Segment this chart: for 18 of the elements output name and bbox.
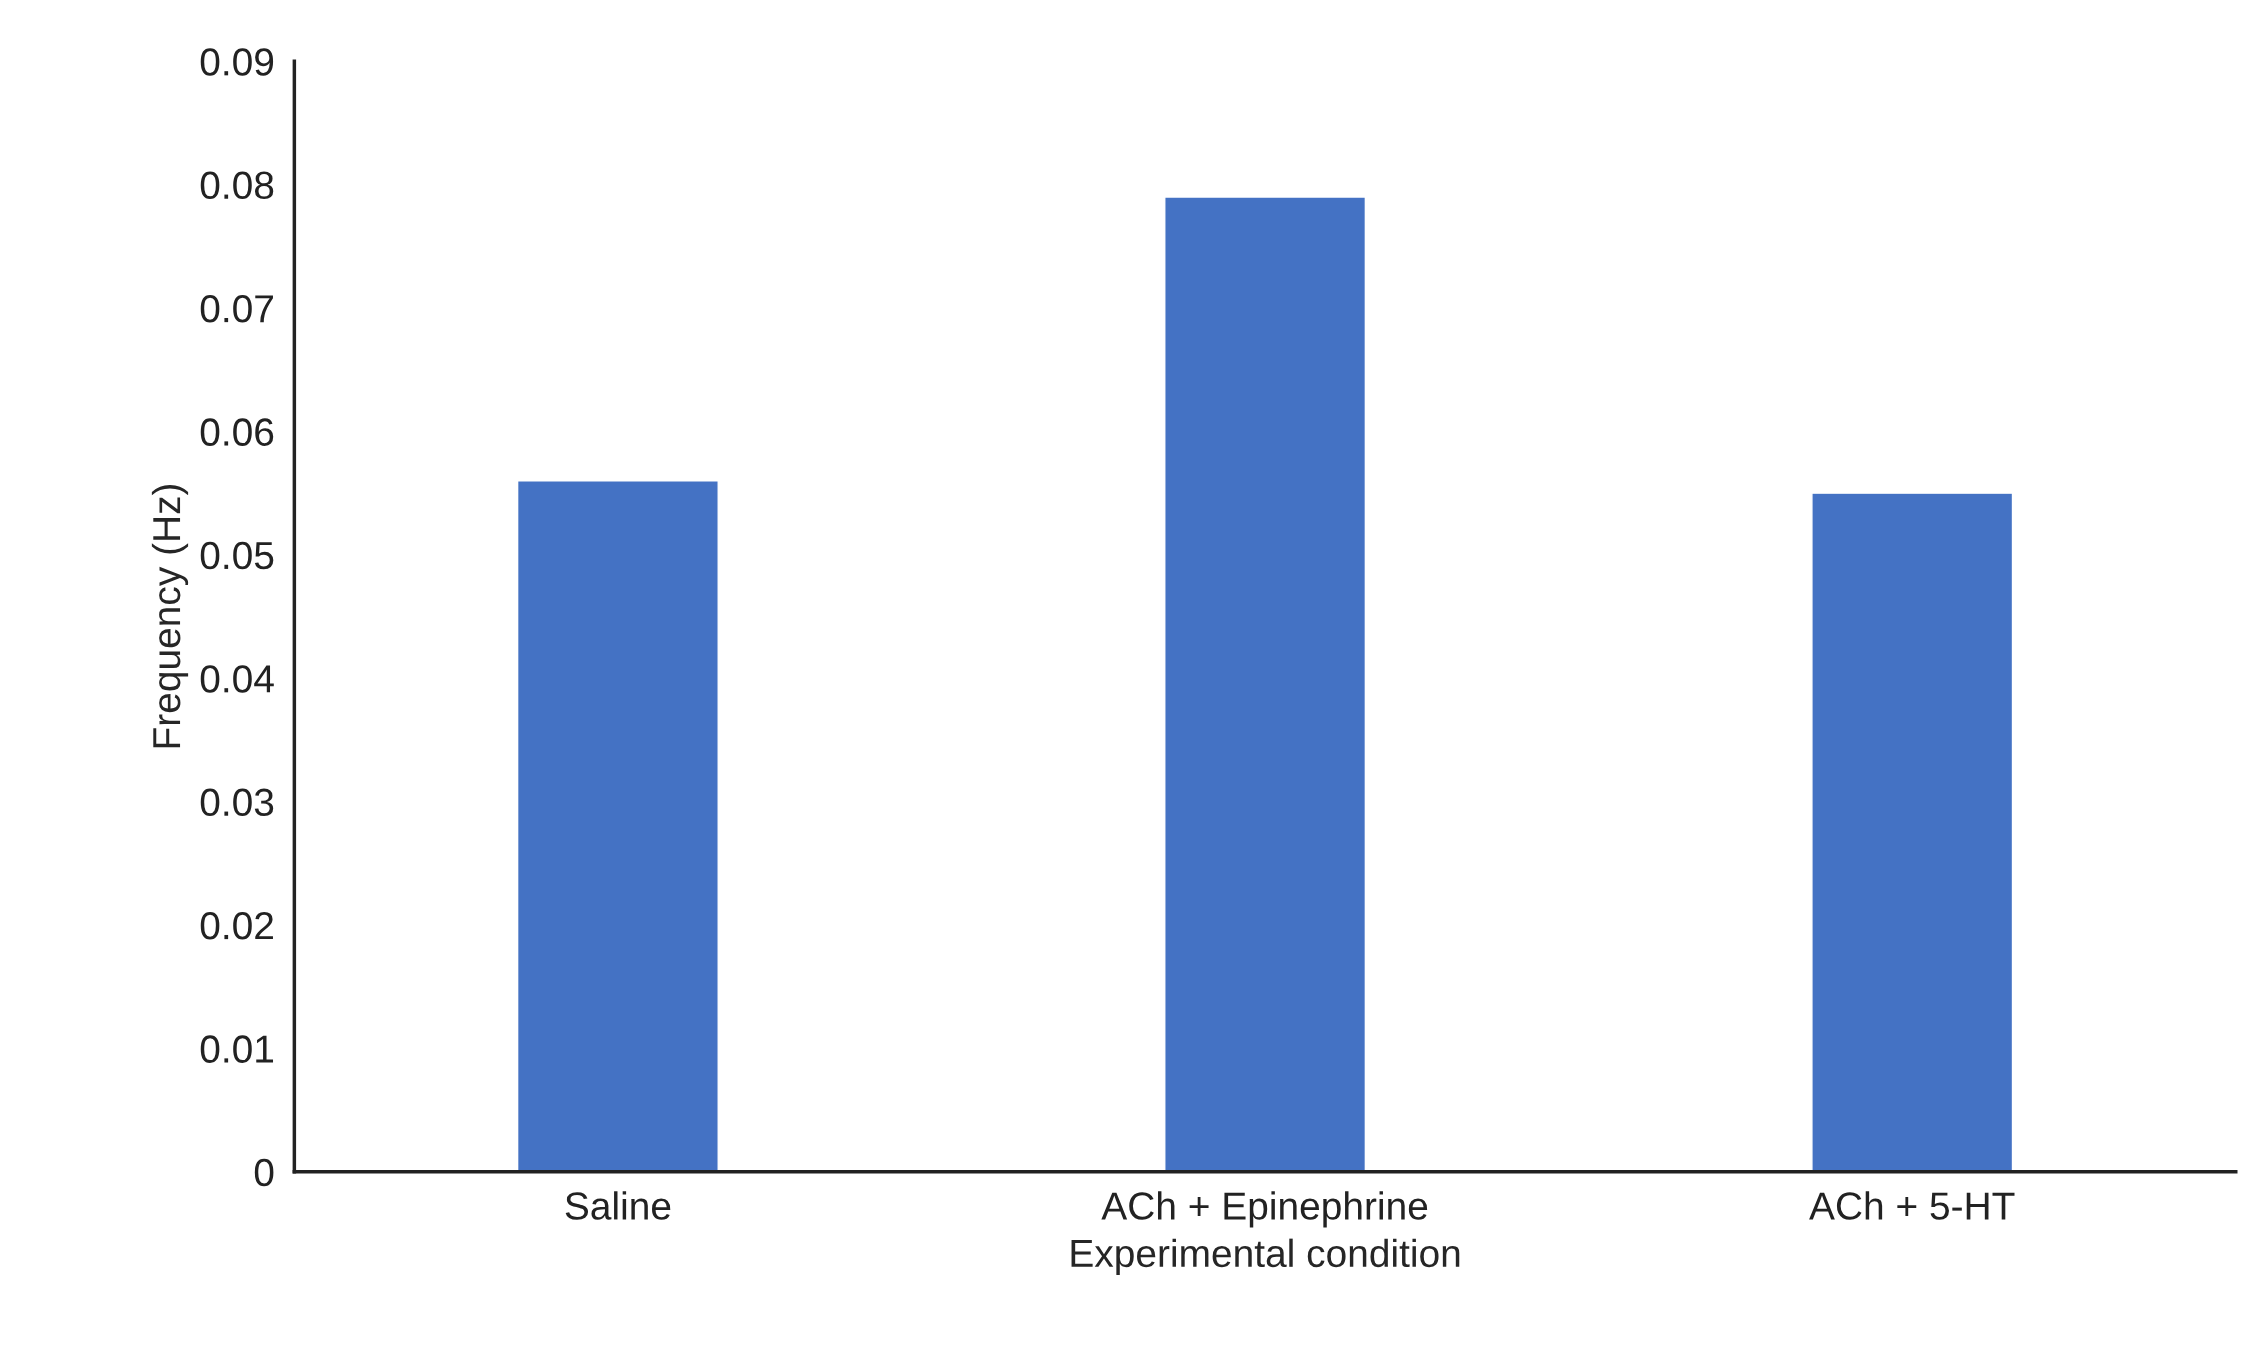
bar [1164,196,1367,1172]
y-tick-label: 0.01 [200,1035,274,1063]
bar [1811,492,2014,1172]
x-tick-label: Saline [565,1191,671,1220]
y-tick-label: 0 [254,1158,274,1187]
y-tick-label: 0.06 [200,418,274,446]
x-tick-label: ACh + Epinephrine [1101,1191,1428,1228]
y-tick-label: 0.09 [200,48,274,76]
y-tick-label: 0.04 [200,665,274,693]
x-tick-label: ACh + 5-HT [1809,1191,2015,1220]
y-tick-label: 0.08 [200,171,274,200]
y-tick-label: 0.03 [200,788,274,817]
y-tick-label: 0.07 [200,294,273,323]
bar [516,480,719,1172]
x-axis-title: Experimental condition [1071,1238,1460,1275]
y-tick-label: 0.05 [200,541,274,570]
y-tick-label: 0.02 [200,911,273,940]
y-axis-title: Frequency (Hz) [151,484,189,748]
